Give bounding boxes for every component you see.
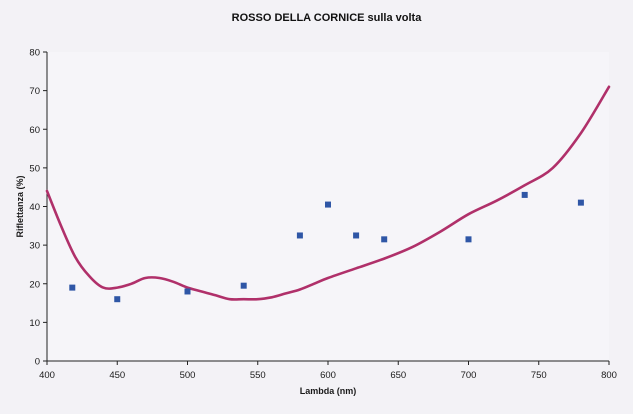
y-tick-label-70: 70	[29, 86, 40, 97]
x-tick-label-750: 750	[531, 370, 547, 381]
data-point-580	[296, 232, 303, 239]
y-tick-label-40: 40	[29, 202, 40, 213]
y-tick-label-60: 60	[29, 125, 40, 136]
x-axis-label: Lambda (nm)	[300, 386, 357, 396]
x-tick-label-500: 500	[180, 370, 196, 381]
data-point-640	[381, 236, 388, 243]
y-tick-label-20: 20	[29, 279, 40, 290]
chart-title: ROSSO DELLA CORNICE sulla volta	[231, 12, 422, 24]
x-tick-label-700: 700	[461, 370, 477, 381]
data-point-418	[69, 284, 76, 291]
x-tick-label-650: 650	[390, 370, 406, 381]
data-point-700	[465, 236, 472, 243]
x-tick-label-450: 450	[109, 370, 125, 381]
y-tick-label-10: 10	[29, 318, 40, 329]
x-tick-label-550: 550	[250, 370, 266, 381]
y-tick-label-0: 0	[35, 357, 40, 368]
series-line-0	[45, 85, 611, 301]
y-tick-label-50: 50	[29, 163, 40, 174]
data-point-620	[353, 232, 360, 239]
data-point-740	[521, 191, 528, 198]
y-axis-label: Riflettanza (%)	[15, 175, 25, 237]
y-tick-label-30: 30	[29, 241, 40, 252]
y-tick-label-80: 80	[29, 48, 40, 59]
data-point-780	[577, 199, 584, 206]
data-point-540	[240, 282, 247, 289]
data-point-450	[114, 296, 121, 303]
x-tick-label-400: 400	[39, 370, 55, 381]
x-tick-label-600: 600	[320, 370, 336, 381]
data-point-600	[325, 201, 331, 208]
data-point-500	[184, 288, 191, 295]
x-tick-label-800: 800	[601, 370, 617, 381]
